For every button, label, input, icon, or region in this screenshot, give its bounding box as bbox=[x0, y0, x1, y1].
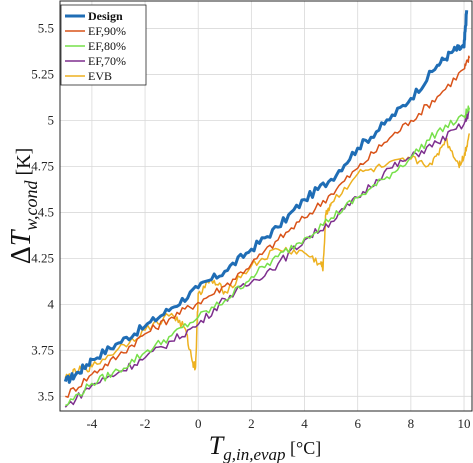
x-tick-label: 10 bbox=[458, 416, 471, 431]
y-tick-label: 4.75 bbox=[31, 158, 54, 173]
series-line-design bbox=[63, 10, 469, 384]
tick-labels: -4 -2 0 2 4 6 8 10 3.5 3.75 4 4.25 4.5 4.75 5 5.25 5.5 bbox=[31, 21, 470, 431]
y-tick-label: 3.5 bbox=[38, 388, 54, 403]
x-axis-label: Tg,in,evap [°C] bbox=[209, 431, 322, 463]
legend-label: Design bbox=[88, 9, 123, 23]
legend-label: EF,70% bbox=[88, 54, 126, 68]
y-tick-label: 4.5 bbox=[38, 204, 54, 219]
plot-frame bbox=[59, 0, 473, 412]
series-layer bbox=[63, 10, 471, 408]
series-line-ef-80- bbox=[65, 105, 471, 407]
x-tick-label: -4 bbox=[86, 416, 97, 431]
x-tick-label: -2 bbox=[140, 416, 151, 431]
y-tick-label: 5 bbox=[48, 113, 55, 128]
y-axis-label: ΔTw,cond [K] bbox=[6, 148, 41, 265]
x-tick-label: 4 bbox=[301, 416, 308, 431]
series-line-evb bbox=[64, 133, 471, 380]
y-tick-label: 5.5 bbox=[38, 21, 54, 36]
x-tick-label: 8 bbox=[408, 416, 415, 431]
legend-label: EVB bbox=[88, 69, 112, 83]
series-line-ef-70- bbox=[64, 110, 470, 408]
legend-label: EF,90% bbox=[88, 24, 126, 38]
legend-box bbox=[60, 4, 147, 86]
x-tick-label: 6 bbox=[354, 416, 361, 431]
y-tick-label: 3.75 bbox=[31, 342, 54, 357]
y-tick-label: 5.25 bbox=[31, 67, 54, 82]
series-line-ef-90- bbox=[65, 55, 471, 398]
x-tick-label: 0 bbox=[195, 416, 202, 431]
x-tick-label: 2 bbox=[248, 416, 255, 431]
y-tick-label: 4 bbox=[48, 296, 55, 311]
y-tick-label: 4.25 bbox=[31, 250, 54, 265]
legend-label: EF,80% bbox=[88, 39, 126, 53]
